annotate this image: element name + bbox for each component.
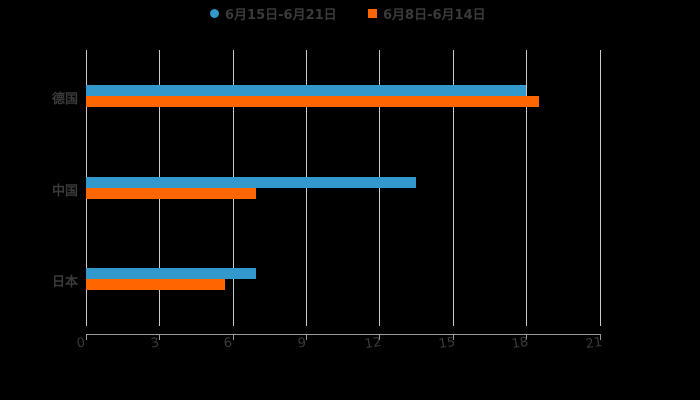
x-tick-label: 9 (296, 335, 308, 352)
x-tick (526, 334, 527, 340)
x-tick-label: 12 (363, 334, 383, 353)
x-tick (159, 334, 160, 340)
x-tick-label: 18 (510, 334, 530, 353)
bar-germany-series-2[interactable] (86, 96, 539, 107)
legend-item-series-1[interactable]: 6月15日-6月21日 (210, 3, 337, 23)
x-axis-line (86, 334, 601, 335)
y-category-label: 德国 (51, 92, 78, 107)
bar-china-series-1[interactable] (86, 177, 416, 188)
x-tick-label: 0 (75, 335, 87, 352)
legend-item-series-2[interactable]: 6月8日-6月14日 (368, 3, 486, 23)
x-tick-label: 6 (222, 335, 234, 352)
bar-japan-series-1[interactable] (86, 268, 256, 279)
x-tick-label: 21 (584, 334, 604, 353)
x-tick-label: 15 (437, 334, 457, 353)
gridline (379, 50, 380, 326)
x-tick (86, 334, 87, 340)
legend-circle-marker-icon (210, 8, 219, 18)
legend-square-marker-icon (368, 8, 377, 18)
bar-germany-series-1[interactable] (86, 85, 526, 96)
x-tick (233, 334, 234, 340)
y-category-label: 中国 (51, 184, 78, 199)
x-tick (306, 334, 307, 340)
gridline (600, 50, 601, 326)
gridline (526, 50, 527, 326)
gridline (306, 50, 307, 326)
legend-label: 6月8日-6月14日 (383, 7, 486, 23)
chart-legend: 6月15日-6月21日 6月8日-6月14日 (0, 3, 700, 23)
gridline (453, 50, 454, 326)
bar-china-series-2[interactable] (86, 188, 256, 199)
x-tick (379, 334, 380, 340)
y-category-label: 日本 (51, 275, 78, 290)
bar-japan-series-2[interactable] (86, 279, 225, 290)
x-tick (453, 334, 454, 340)
x-tick-label: 3 (149, 335, 161, 352)
legend-label: 6月15日-6月21日 (225, 7, 337, 23)
x-tick (600, 334, 601, 340)
